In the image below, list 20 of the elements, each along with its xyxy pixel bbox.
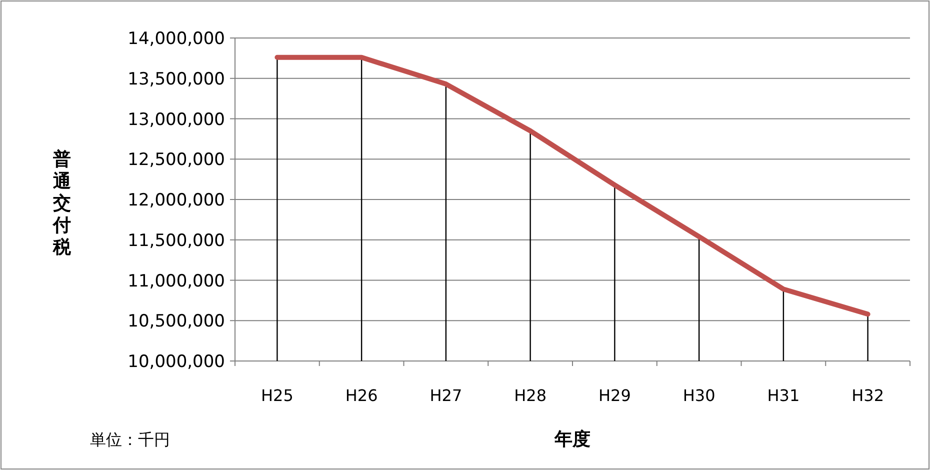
x-tick-label: H25 bbox=[260, 386, 294, 405]
x-tick-label: H26 bbox=[345, 386, 378, 405]
x-tick-label: H29 bbox=[598, 386, 631, 405]
x-tick-label: H32 bbox=[852, 386, 884, 405]
y-tick-label: 13,500,000 bbox=[128, 69, 225, 90]
y-tick-label: 11,000,000 bbox=[128, 271, 225, 292]
y-tick-label: 13,000,000 bbox=[128, 110, 225, 130]
y-axis-title: 普通交付税 bbox=[52, 149, 72, 258]
x-axis-title: 年度 bbox=[554, 429, 590, 450]
y-tick-label: 12,500,000 bbox=[128, 150, 225, 170]
x-tick-label: H28 bbox=[514, 386, 547, 405]
y-tick-label: 12,000,000 bbox=[128, 190, 225, 210]
text: 単位：千円 bbox=[90, 430, 170, 449]
x-tick-label: H31 bbox=[767, 386, 800, 405]
y-tick-label: 10,000,000 bbox=[128, 352, 225, 372]
y-tick-label: 14,000,000 bbox=[128, 29, 225, 49]
y-tick-label: 10,500,000 bbox=[128, 312, 225, 332]
y-tick-label: 11,500,000 bbox=[128, 230, 225, 251]
x-tick-label: H27 bbox=[430, 386, 462, 405]
x-tick-label: H30 bbox=[682, 386, 716, 405]
